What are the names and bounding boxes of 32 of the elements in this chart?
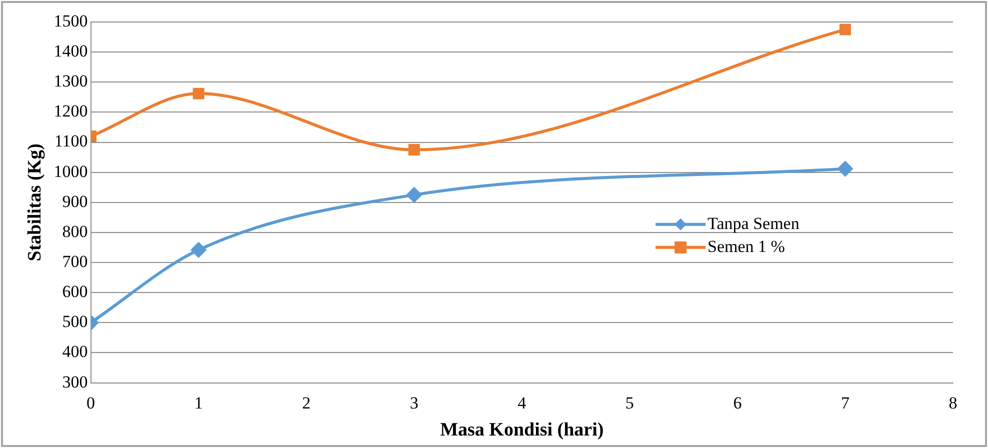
y-tick-label: 800	[62, 222, 88, 241]
legend-label: Tanpa Semen	[708, 214, 800, 233]
x-tick-label: 6	[733, 393, 742, 412]
y-tick-label: 1400	[54, 42, 88, 61]
y-tick-label: 700	[62, 252, 88, 271]
x-tick-label: 1	[194, 393, 203, 412]
point	[406, 187, 422, 202]
y-tick-label: 400	[62, 342, 88, 362]
y-tick-label: 1300	[54, 72, 88, 91]
x-tick-label: 3	[410, 393, 418, 412]
y-tick-label: 1100	[54, 132, 88, 151]
point	[408, 144, 420, 156]
y-tick-label: 1200	[54, 102, 88, 121]
y-tick-label: 1000	[54, 162, 88, 181]
x-tick-label: 8	[948, 393, 958, 412]
y-axis-title: Stabilitas (Kg)	[24, 144, 46, 262]
y-tick-label: 900	[62, 192, 88, 211]
x-tick-label: 7	[840, 393, 850, 412]
point	[838, 161, 853, 176]
point	[191, 242, 206, 258]
point	[192, 88, 204, 100]
x-axis-title: Masa Kondisi (hari)	[440, 420, 604, 441]
x-tick-label: 4	[518, 393, 527, 412]
x-tick-label: 5	[625, 393, 634, 412]
y-tick-label: 300	[62, 372, 88, 392]
x-tick-label: 2	[302, 393, 311, 412]
point	[839, 24, 851, 36]
y-tick-label: 600	[62, 282, 88, 302]
y-tick-label: 500	[62, 312, 88, 332]
legend-label: Semen 1 %	[708, 236, 785, 256]
y-tick-label: 1500	[54, 11, 88, 30]
x-tick-label: 0	[86, 393, 96, 412]
